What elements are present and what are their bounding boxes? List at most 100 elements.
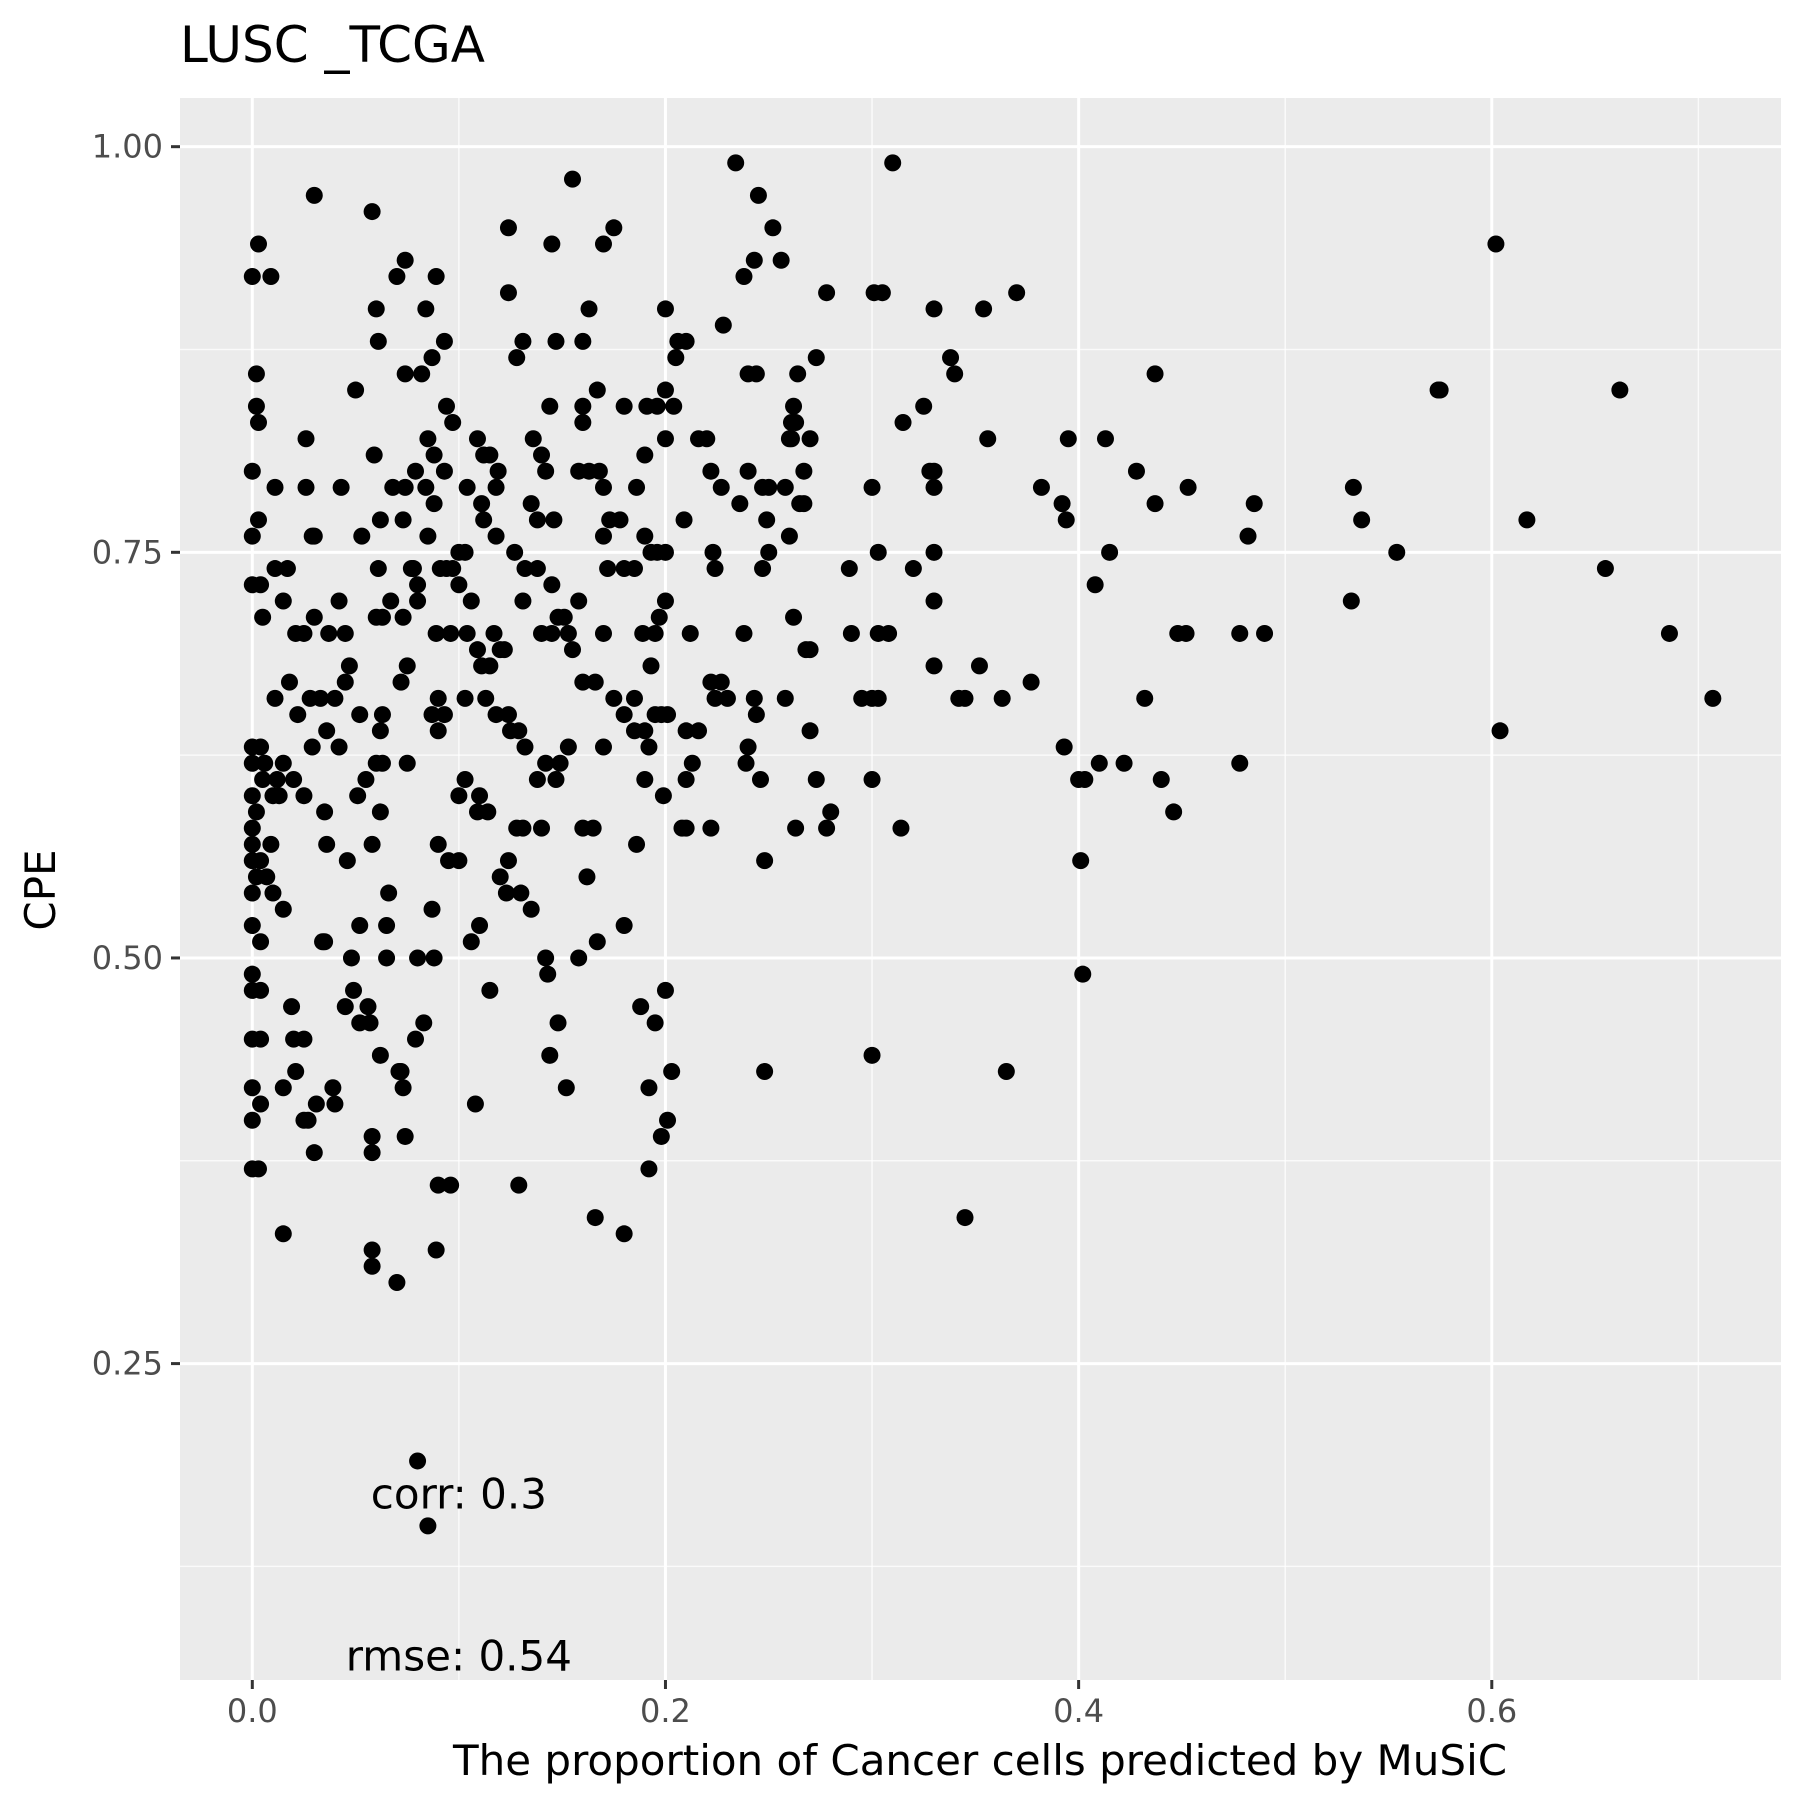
data-point [925, 543, 943, 561]
data-point [456, 689, 474, 707]
data-point [731, 495, 749, 513]
data-point [880, 624, 898, 642]
data-point [1086, 576, 1104, 594]
data-point [785, 608, 803, 626]
data-point [423, 706, 441, 724]
data-point [756, 852, 774, 870]
data-point [704, 543, 722, 561]
data-point [243, 1079, 261, 1097]
data-point [514, 332, 532, 350]
data-point [615, 706, 633, 724]
data-point [295, 624, 313, 642]
data-point [564, 170, 582, 188]
data-point [394, 511, 412, 529]
data-point [247, 397, 265, 415]
data-point [307, 1095, 325, 1113]
data-point [551, 754, 569, 772]
data-point [508, 349, 526, 367]
data-point [359, 998, 377, 1016]
data-point [1231, 624, 1249, 642]
data-point [499, 852, 517, 870]
data-point [863, 1046, 881, 1064]
data-point [314, 933, 332, 951]
data-point [1057, 511, 1075, 529]
data-point [510, 1176, 528, 1194]
data-point [625, 722, 643, 740]
annotations: corr: 0.3 rmse: 0.54 [346, 1469, 572, 1680]
data-point [677, 332, 695, 350]
data-point [636, 446, 654, 464]
data-point [508, 819, 526, 837]
data-point [801, 641, 819, 659]
data-point [499, 706, 517, 724]
data-point [795, 495, 813, 513]
data-point [758, 511, 776, 529]
data-point [318, 835, 336, 853]
data-point [1101, 543, 1119, 561]
data-point [363, 1241, 381, 1259]
data-point [442, 624, 460, 642]
data-point [915, 397, 933, 415]
data-point [594, 527, 612, 545]
data-point [353, 527, 371, 545]
data-point [499, 284, 517, 302]
x-tick-label: 0.6 [1466, 1692, 1517, 1730]
data-point [380, 884, 398, 902]
data-point [243, 267, 261, 285]
data-point [243, 884, 261, 902]
data-point [714, 316, 732, 334]
data-point [398, 754, 416, 772]
data-point [252, 738, 270, 756]
data-point [458, 478, 476, 496]
data-point [718, 689, 736, 707]
data-point [642, 657, 660, 675]
data-point [409, 1452, 427, 1470]
data-point [489, 462, 507, 480]
data-point [559, 738, 577, 756]
data-point [942, 349, 960, 367]
data-point [285, 770, 303, 788]
data-point [555, 608, 573, 626]
data-point [654, 787, 672, 805]
data-point [456, 543, 474, 561]
data-point [336, 673, 354, 691]
data-point [586, 673, 604, 691]
data-point [690, 722, 708, 740]
data-point [840, 560, 858, 578]
data-point [305, 1144, 323, 1162]
x-tick-label: 0.4 [1053, 1692, 1104, 1730]
data-point [287, 1063, 305, 1081]
data-point [491, 868, 509, 886]
data-point [429, 1176, 447, 1194]
data-point [745, 251, 763, 269]
data-point [305, 527, 323, 545]
data-point [925, 592, 943, 610]
data-point [450, 852, 468, 870]
data-point [659, 706, 677, 724]
data-point [254, 770, 272, 788]
data-point [636, 770, 654, 788]
data-point [787, 819, 805, 837]
data-point [702, 462, 720, 480]
data-point [247, 803, 265, 821]
data-point [262, 267, 280, 285]
data-point [409, 949, 427, 967]
data-point [289, 706, 307, 724]
data-point [1152, 770, 1170, 788]
data-point [330, 592, 348, 610]
data-point [514, 592, 532, 610]
data-point [925, 462, 943, 480]
data-point [665, 397, 683, 415]
data-point [250, 1160, 268, 1178]
data-point [274, 900, 292, 918]
data-point [394, 1079, 412, 1097]
x-axis: 0.0 0.2 0.4 0.6 [227, 1680, 1517, 1730]
data-point [475, 511, 493, 529]
data-point [305, 608, 323, 626]
data-point [1146, 365, 1164, 383]
data-point [444, 414, 462, 432]
data-point [396, 1127, 414, 1145]
data-point [1055, 738, 1073, 756]
data-point [305, 186, 323, 204]
data-point [268, 770, 286, 788]
